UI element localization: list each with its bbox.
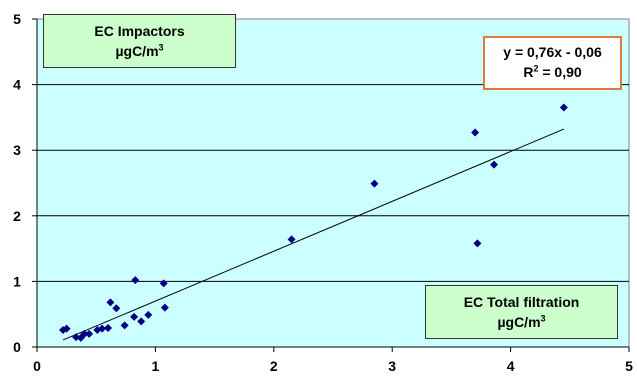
x-tick-label-5: 5 <box>625 358 633 374</box>
x-tick-label-1: 1 <box>152 358 160 374</box>
data-point-5 <box>80 329 89 338</box>
data-point-23 <box>490 160 499 169</box>
x-axis-label-line1: EC Total filtration <box>463 294 580 310</box>
x-tick-label-3: 3 <box>388 358 396 374</box>
regression-equation: y = 0,76x - 0,06 <box>503 44 602 60</box>
trendline <box>62 128 565 341</box>
data-point-8 <box>98 324 107 333</box>
y-axis-label-line2: µgC/m3 <box>115 42 164 59</box>
x-axis-label-line2: µgC/m3 <box>497 313 546 330</box>
data-point-15 <box>137 317 146 326</box>
data-point-19 <box>287 235 296 244</box>
y-tick-label-5: 5 <box>13 11 21 27</box>
data-point-17 <box>159 279 168 288</box>
r-squared: R2 = 0,90 <box>523 63 582 80</box>
y-tick-label-3: 3 <box>13 142 21 158</box>
data-point-9 <box>104 323 113 332</box>
x-tick-label-0: 0 <box>33 358 41 374</box>
data-points <box>59 103 568 342</box>
data-point-12 <box>120 321 129 330</box>
y-tick-label-0: 0 <box>13 339 21 355</box>
data-point-21 <box>471 128 480 137</box>
x-axis-label-box: EC Total filtration µgC/m3 <box>425 285 618 339</box>
data-point-24 <box>559 103 568 112</box>
data-point-16 <box>144 310 153 319</box>
y-axis-label-box: EC Impactors µgC/m3 <box>43 14 236 68</box>
data-point-13 <box>130 312 139 321</box>
data-point-18 <box>160 303 169 312</box>
y-tick-label-1: 1 <box>13 273 21 289</box>
data-point-22 <box>473 239 482 248</box>
data-point-10 <box>106 298 115 307</box>
y-tick-label-4: 4 <box>13 77 21 93</box>
x-tick-labels: 0 1 2 3 4 5 <box>33 347 633 374</box>
data-point-2 <box>62 324 71 333</box>
y-tick-label-2: 2 <box>13 208 21 224</box>
y-axis-label-line1: EC Impactors <box>94 23 185 39</box>
data-point-14 <box>131 276 140 285</box>
data-point-20 <box>370 179 379 188</box>
axes <box>36 19 629 348</box>
data-point-11 <box>112 304 121 313</box>
regression-equation-box: y = 0,76x - 0,06 R2 = 0,90 <box>483 36 622 90</box>
data-point-6 <box>85 329 94 338</box>
x-tick-label-4: 4 <box>507 358 515 374</box>
x-tick-label-2: 2 <box>270 358 278 374</box>
y-tick-labels: 0 1 2 3 4 5 <box>13 11 37 355</box>
data-point-3 <box>72 333 81 342</box>
